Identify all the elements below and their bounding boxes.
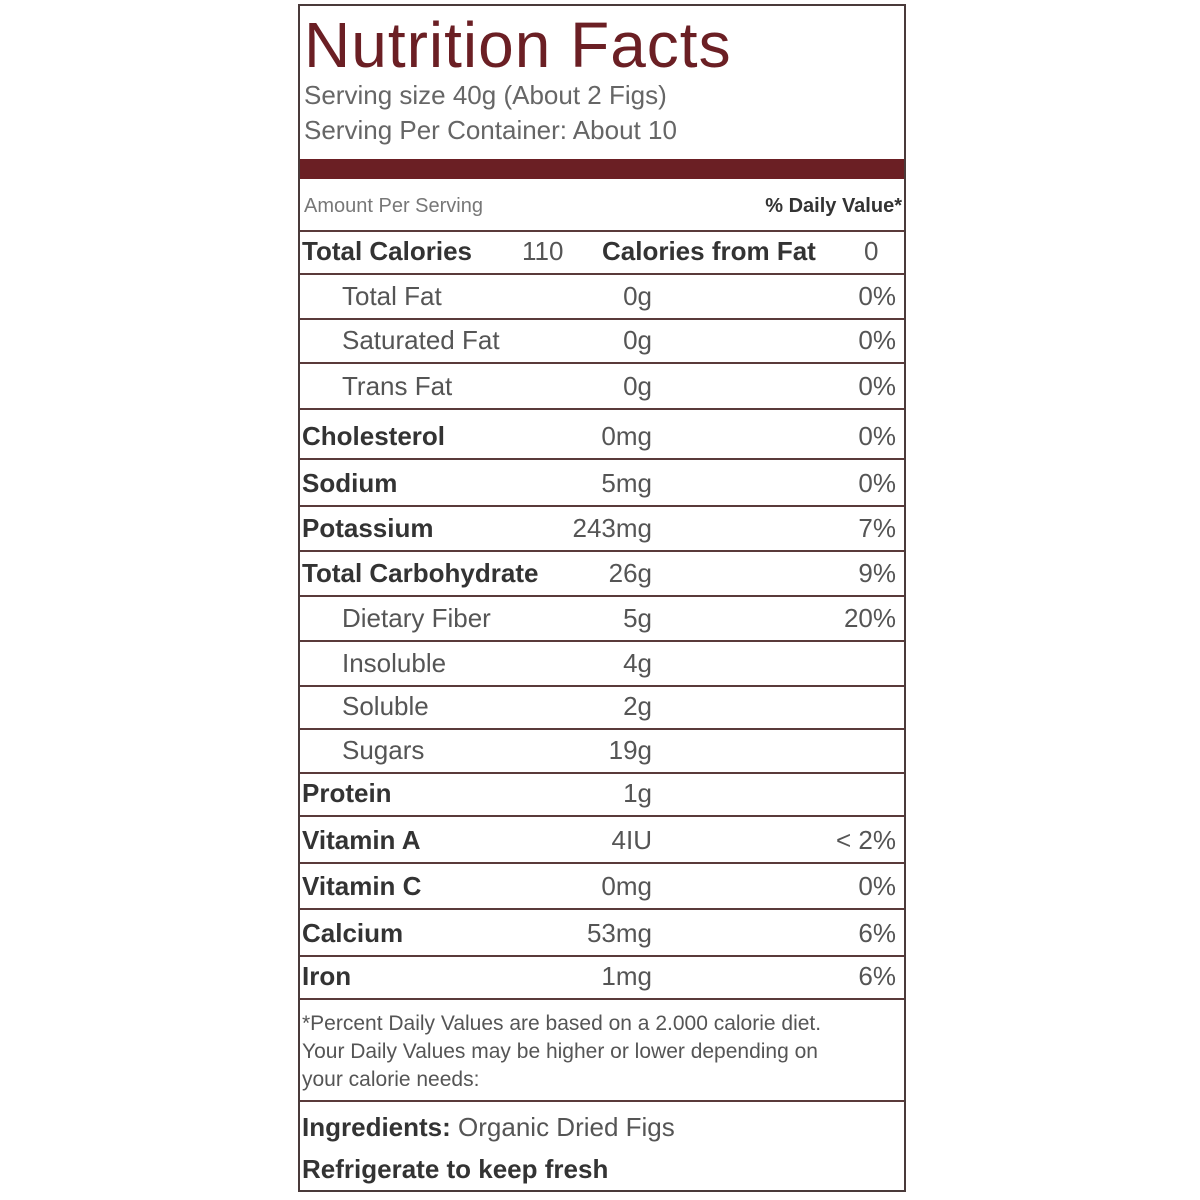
nutrient-label: Vitamin A <box>302 825 421 855</box>
nutrient-row: Vitamin A 4IU < 2% <box>300 817 904 864</box>
nutrient-label: Insoluble <box>342 648 447 678</box>
ingredients: Ingredients: Organic Dried Figs <box>302 1112 675 1143</box>
nutrient-amount: 4g <box>623 648 652 678</box>
nutrient-amount: 1mg <box>601 961 652 991</box>
calories-row: Total Calories 110 Calories from Fat 0 <box>300 232 904 275</box>
nutrient-daily-value: 9% <box>858 558 896 588</box>
footnote-line: Your Daily Values may be higher or lower… <box>302 1040 818 1063</box>
nutrient-row: Trans Fat 0g 0% <box>300 364 904 410</box>
calories-label: Total Calories <box>302 236 473 266</box>
nutrient-daily-value: 0% <box>858 421 896 451</box>
amount-per-serving: Amount Per Serving <box>304 195 483 217</box>
nutrient-daily-value: 0% <box>858 371 896 401</box>
nutrition-label: Nutrition Facts Serving size 40g (About … <box>298 4 906 1192</box>
nutrient-amount: 2g <box>623 691 652 721</box>
nutrient-daily-value: 6% <box>858 961 896 991</box>
nutrient-daily-value: 20% <box>843 603 896 633</box>
footnote-line: your calorie needs: <box>302 1068 480 1091</box>
nutrient-label: Cholesterol <box>302 421 446 451</box>
nutrient-label: Dietary Fiber <box>342 603 491 633</box>
nutrient-label: Vitamin C <box>302 871 422 901</box>
nutrient-row: Sugars 19g <box>300 730 904 774</box>
nutrient-amount: 4IU <box>611 825 652 855</box>
nutrient-row: Dietary Fiber 5g 20% <box>300 597 904 642</box>
nutrient-row: Total Carbohydrate 26g 9% <box>300 552 904 597</box>
nutrient-daily-value: < 2% <box>836 825 896 855</box>
nutrient-amount: 0g <box>623 371 652 401</box>
footnote-line: *Percent Daily Values are based on a 2.0… <box>302 1012 822 1035</box>
nutrient-amount: 1g <box>623 778 652 808</box>
nutrient-row: Insoluble 4g <box>300 642 904 687</box>
nutrient-label: Saturated Fat <box>342 325 500 355</box>
serving-size: Serving size 40g (About 2 Figs) <box>304 80 667 110</box>
nutrient-row: Saturated Fat 0g 0% <box>300 320 904 364</box>
nutrient-label: Sodium <box>302 468 398 498</box>
header-row: Amount Per Serving % Daily Value* <box>300 179 904 232</box>
nutrient-row: Iron 1mg 6% <box>300 957 904 1000</box>
nutrient-label: Calcium <box>302 918 404 948</box>
storage: Refrigerate to keep fresh <box>302 1154 609 1184</box>
nutrient-amount: 19g <box>608 735 652 765</box>
nutrient-amount: 0mg <box>601 421 652 451</box>
nutrient-amount: 0g <box>623 281 652 311</box>
nutrient-row: Soluble 2g <box>300 687 904 730</box>
servings-per-container: Serving Per Container: About 10 <box>304 115 677 145</box>
nutrient-label: Iron <box>302 961 352 991</box>
nutrient-label: Total Carbohydrate <box>302 558 539 588</box>
nutrient-label: Total Fat <box>342 281 442 311</box>
fat-calories-value: 0 <box>864 236 879 266</box>
nutrient-amount: 53mg <box>586 918 652 948</box>
divider-bar <box>300 159 904 179</box>
nutrient-row: Total Fat 0g 0% <box>300 275 904 320</box>
divider <box>300 1100 904 1102</box>
calories-value: 110 <box>522 236 564 266</box>
nutrient-row: Protein 1g <box>300 774 904 817</box>
nutrient-daily-value: 0% <box>858 871 896 901</box>
nutrient-amount: 26g <box>608 558 652 588</box>
daily-value-header: % Daily Value* <box>765 195 902 217</box>
nutrient-label: Trans Fat <box>342 371 453 401</box>
nutrient-daily-value: 0% <box>858 468 896 498</box>
nutrient-row: Calcium 53mg 6% <box>300 910 904 957</box>
nutrient-daily-value: 0% <box>858 325 896 355</box>
nutrient-daily-value: 0% <box>858 281 896 311</box>
nutrient-label: Sugars <box>342 735 425 765</box>
nutrient-row: Sodium 5mg 0% <box>300 460 904 507</box>
ingredients-label: Ingredients: <box>302 1112 451 1142</box>
nutrient-amount: 243mg <box>572 513 653 543</box>
nutrient-daily-value: 6% <box>858 918 896 948</box>
nutrient-amount: 5g <box>623 603 652 633</box>
nutrient-row: Vitamin C 0mg 0% <box>300 864 904 910</box>
nutrient-amount: 5mg <box>601 468 652 498</box>
ingredients-value: Organic Dried Figs <box>458 1112 675 1142</box>
title: Nutrition Facts <box>304 9 732 81</box>
nutrient-label: Soluble <box>342 691 429 721</box>
nutrient-amount: 0mg <box>601 871 652 901</box>
nutrient-row: Cholesterol 0mg 0% <box>300 410 904 460</box>
fat-calories-label: Calories from Fat <box>602 236 816 266</box>
nutrient-label: Protein <box>302 778 392 808</box>
nutrient-daily-value: 7% <box>858 513 896 543</box>
nutrient-label: Potassium <box>302 513 434 543</box>
nutrient-row: Potassium 243mg 7% <box>300 507 904 552</box>
nutrient-amount: 0g <box>623 325 652 355</box>
